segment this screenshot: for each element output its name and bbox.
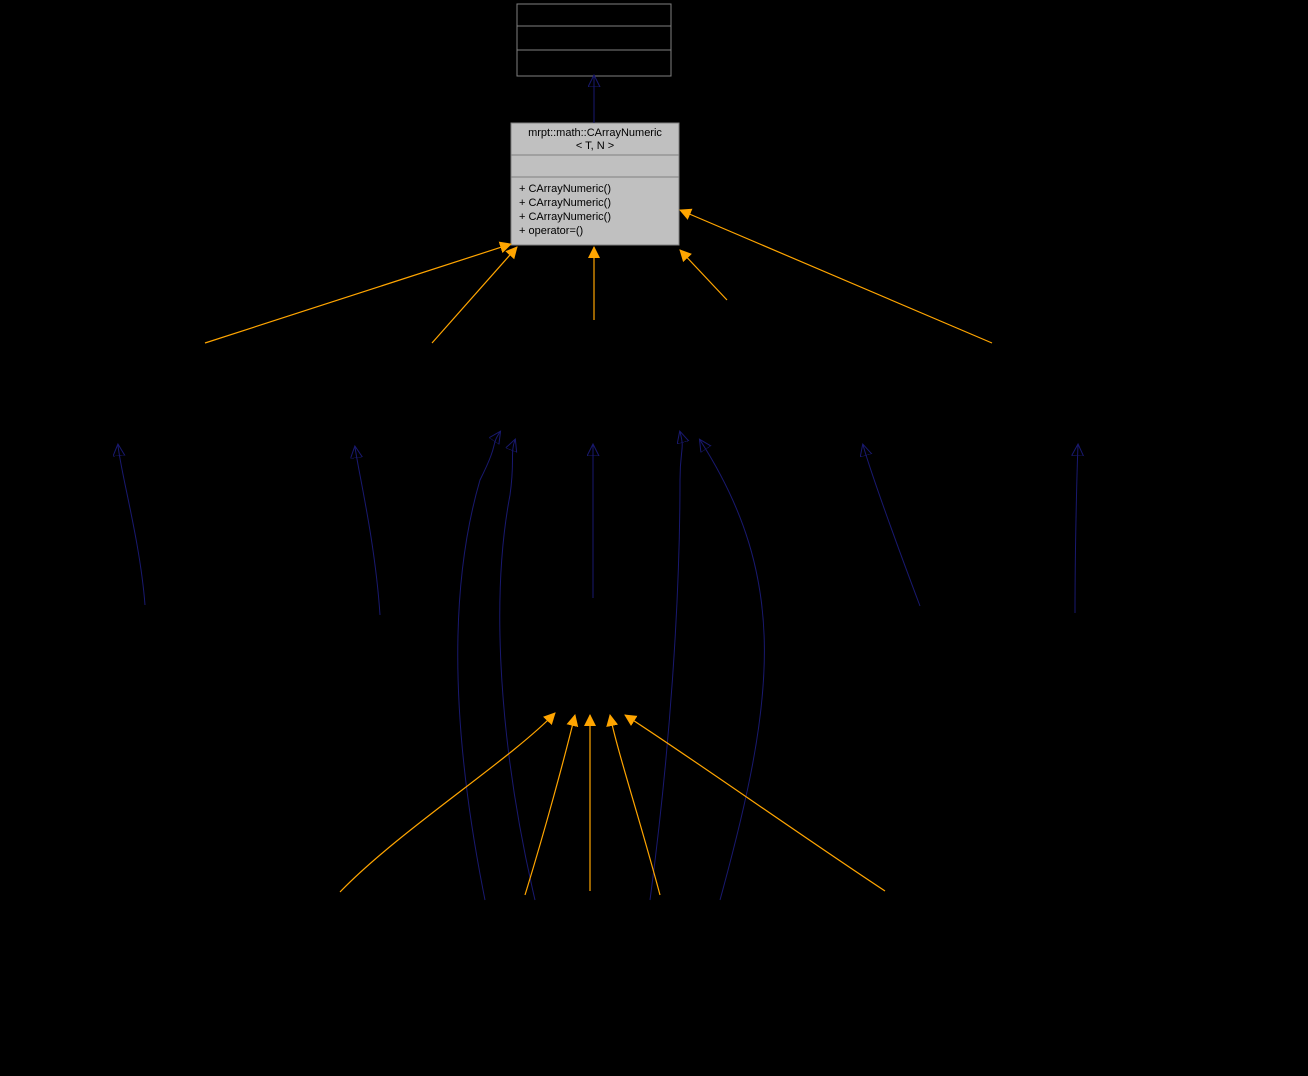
- uml-base-box: [517, 4, 671, 76]
- template-arrow-mid: [205, 244, 511, 343]
- inheritance-curve: [500, 440, 535, 900]
- uml-member: + operator=(): [519, 225, 583, 237]
- inheritance-curve: [458, 432, 500, 900]
- uml-member: + CArrayNumeric(): [519, 197, 611, 209]
- uml-main-box: mrpt::math::CArrayNumeric< T, N >+ CArra…: [511, 123, 679, 245]
- uml-member: + CArrayNumeric(): [519, 211, 611, 223]
- inheritance-curve: [700, 440, 764, 900]
- template-curve: [625, 715, 885, 891]
- inheritance-curve: [863, 445, 920, 606]
- template-curve: [340, 713, 555, 892]
- uml-member: + CArrayNumeric(): [519, 183, 611, 195]
- inheritance-curve: [650, 432, 682, 900]
- inheritance-curve: [1075, 445, 1078, 613]
- template-curve: [610, 715, 660, 895]
- template-arrow-mid: [432, 247, 517, 343]
- template-curve: [525, 715, 575, 895]
- template-arrow-mid: [680, 250, 727, 300]
- inheritance-curve: [355, 447, 380, 615]
- uml-main-title-line: mrpt::math::CArrayNumeric: [528, 127, 662, 139]
- inheritance-curve: [118, 445, 145, 605]
- uml-main-title-line: < T, N >: [576, 140, 614, 152]
- template-arrow-mid: [680, 210, 992, 343]
